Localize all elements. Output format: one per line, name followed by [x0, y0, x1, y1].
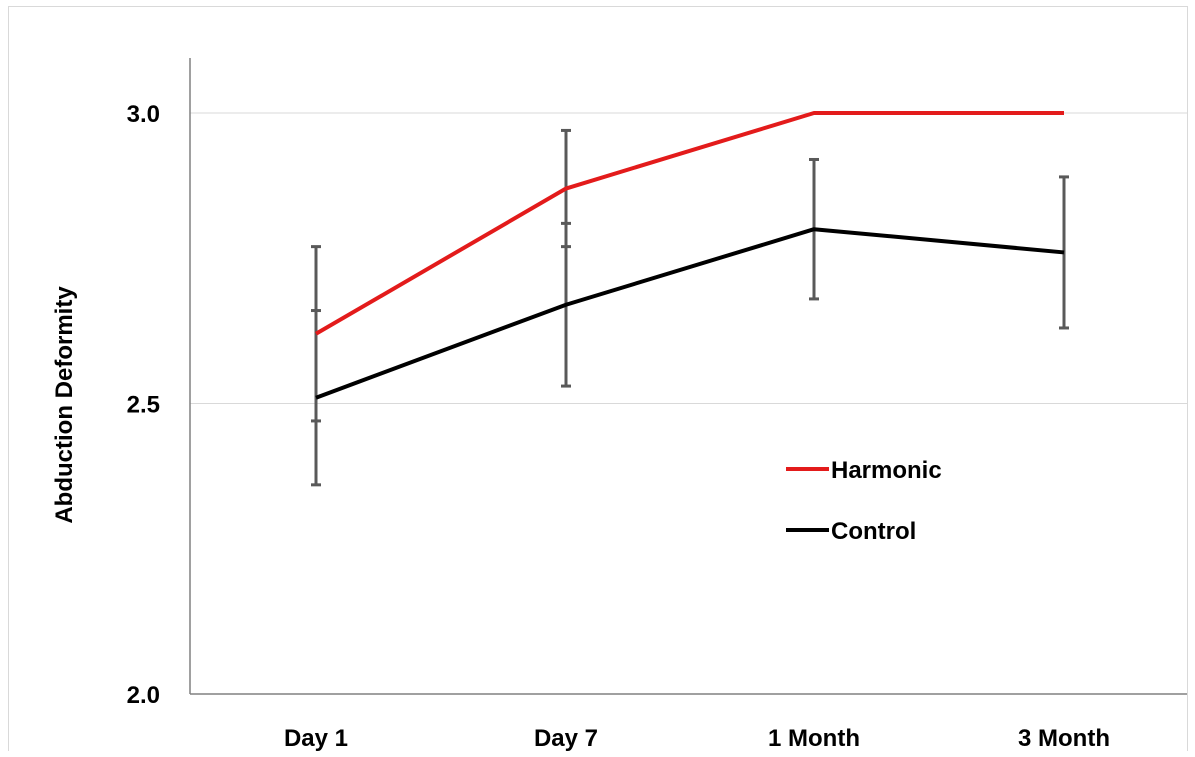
legend-label: Control	[831, 518, 916, 545]
y-tick-label: 3.0	[127, 101, 160, 128]
series-lines	[314, 111, 1065, 400]
y-axis-title: Abduction Deformity	[51, 286, 78, 524]
chart-frame	[8, 6, 1188, 751]
x-tick-label: Day 1	[284, 725, 348, 752]
y-tick-label: 2.5	[127, 392, 160, 419]
legend-label: Harmonic	[831, 457, 942, 484]
legend-item-control: Control	[786, 518, 916, 545]
error-bars	[311, 128, 1069, 487]
x-tick-labels: Day 1 Day 7 1 Month 3 Month	[284, 725, 1110, 752]
gridlines	[190, 112, 1187, 404]
x-tick-label: Day 7	[534, 725, 598, 752]
series-line-control	[315, 227, 1065, 400]
y-tick-labels: 2.0 2.5 3.0	[127, 101, 160, 709]
y-tick-label: 2.0	[127, 682, 160, 709]
x-tick-label: 1 Month	[768, 725, 860, 752]
legend: Harmonic Control	[786, 457, 942, 545]
series-line-harmonic	[314, 111, 1064, 336]
x-tick-label: 3 Month	[1018, 725, 1110, 752]
axes	[189, 58, 1187, 695]
legend-item-harmonic: Harmonic	[786, 457, 942, 484]
